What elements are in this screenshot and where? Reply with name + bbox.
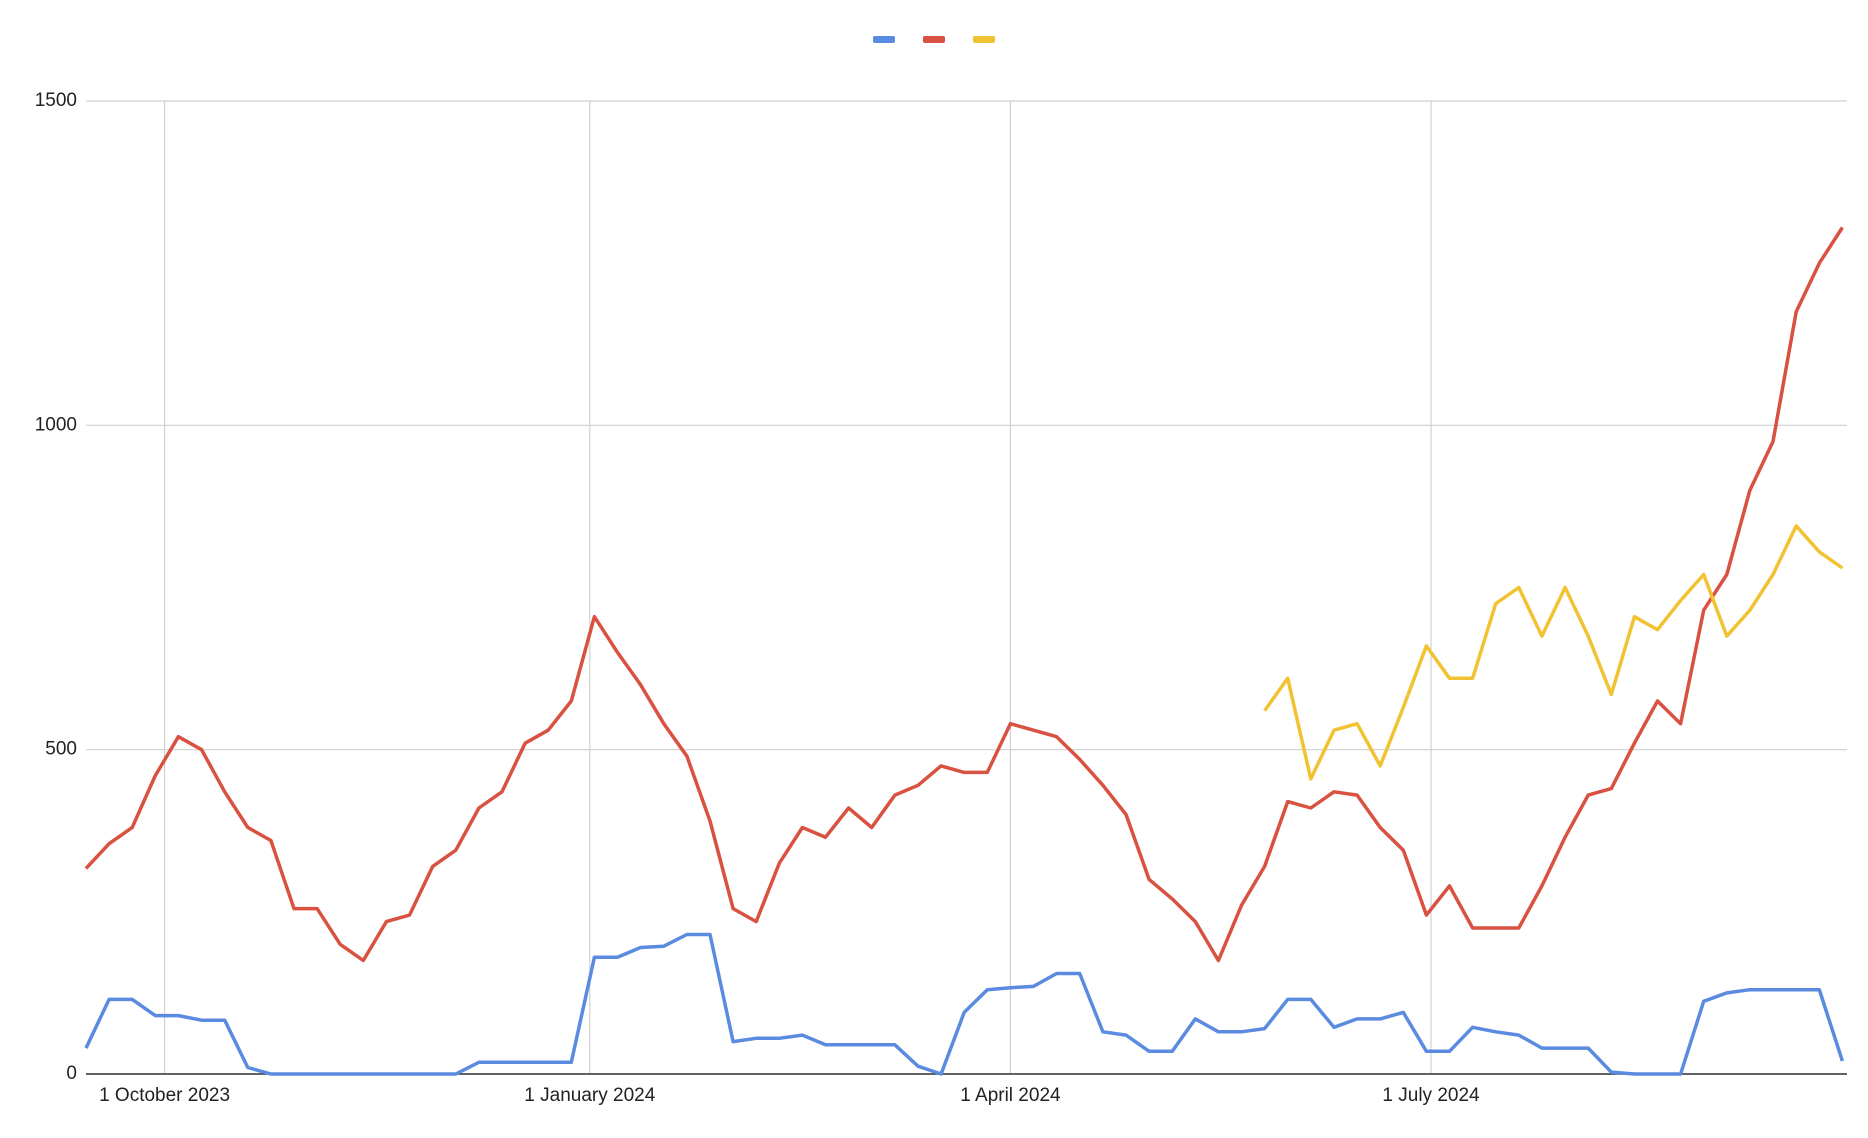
y-tick-label: 500 xyxy=(45,739,77,760)
x-tick-label: 1 July 2024 xyxy=(1382,1085,1480,1106)
series-line xyxy=(84,932,1845,1076)
y-tick-label: 1500 xyxy=(35,90,77,111)
legend-swatch xyxy=(923,36,945,43)
y-tick-label: 1000 xyxy=(35,414,77,435)
x-tick-label: 1 October 2023 xyxy=(99,1085,230,1106)
series-line xyxy=(84,226,1844,963)
y-tick-label: 0 xyxy=(66,1063,77,1084)
legend-swatch xyxy=(873,36,895,43)
x-tick-label: 1 April 2024 xyxy=(960,1085,1061,1106)
series-line xyxy=(1263,524,1844,781)
x-tick-label: 1 January 2024 xyxy=(524,1085,655,1106)
legend-swatch xyxy=(973,36,995,43)
